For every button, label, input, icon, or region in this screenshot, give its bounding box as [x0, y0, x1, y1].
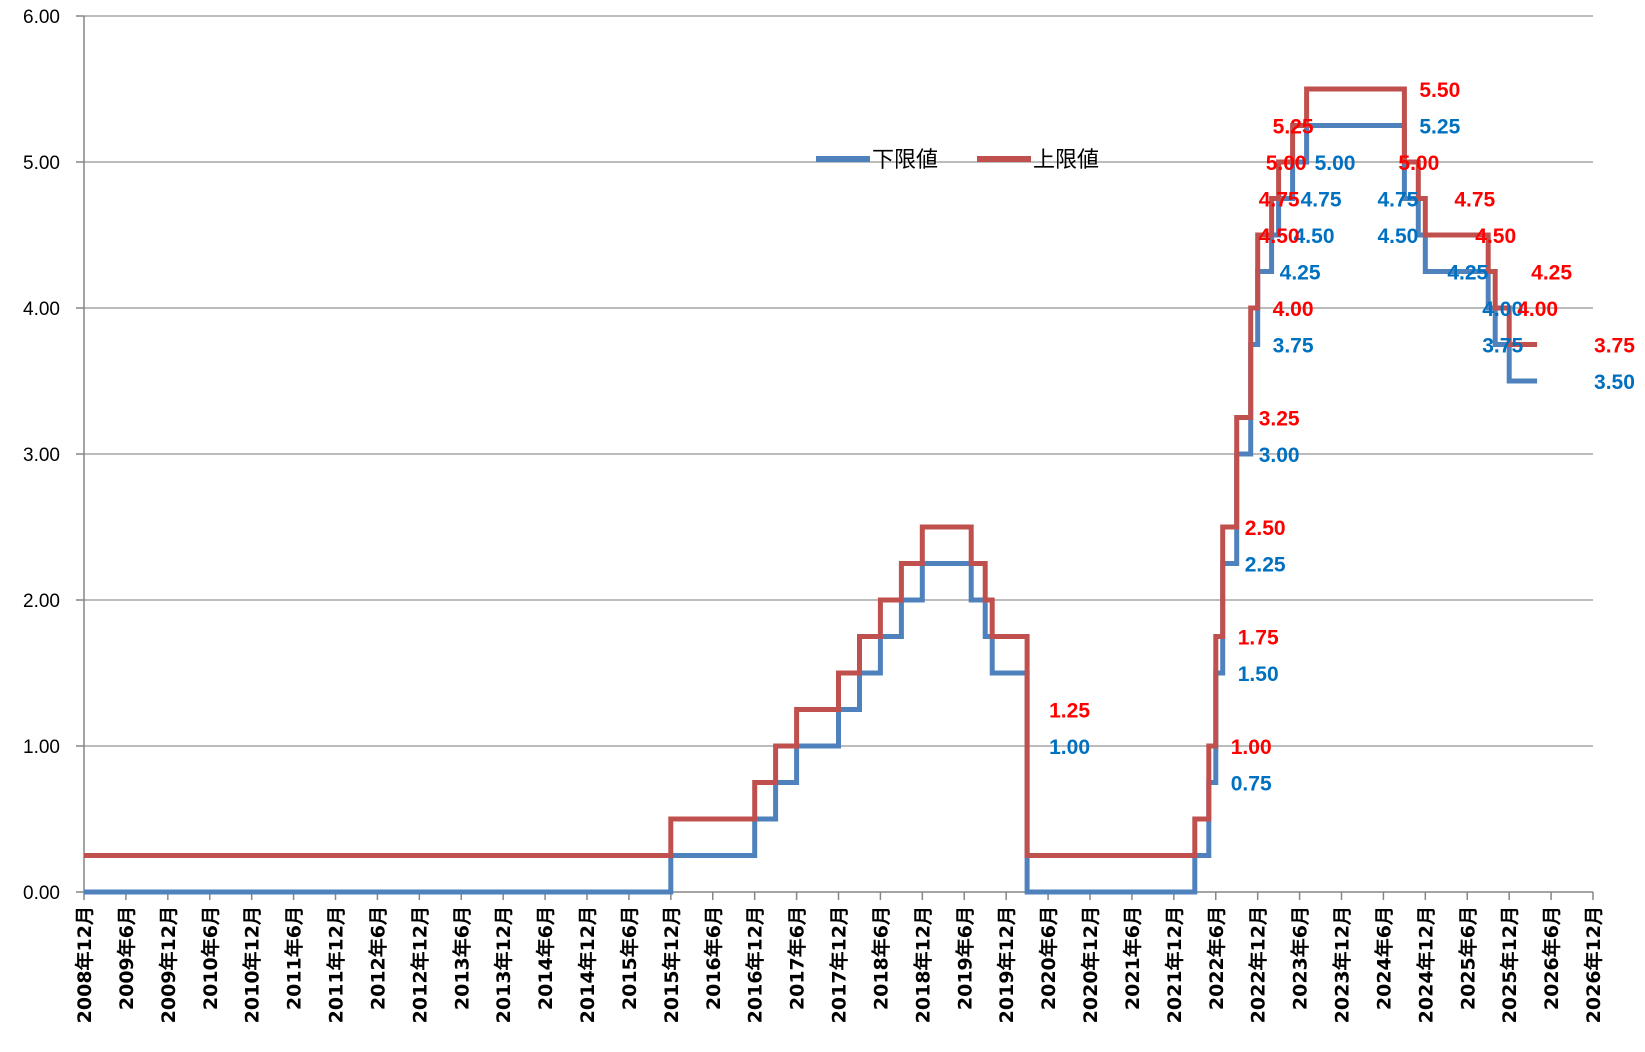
- x-tick-label: 2024年6月: [1372, 906, 1395, 1010]
- x-tick-label: 2017年6月: [786, 906, 809, 1010]
- x-tick-label: 2025年6月: [1456, 906, 1479, 1010]
- legend: 下限値 上限値: [816, 148, 1099, 173]
- x-tick-label: 2023年6月: [1289, 906, 1312, 1010]
- x-tick-label: 2009年6月: [115, 906, 138, 1010]
- x-tick-label: 2017年12月: [828, 906, 851, 1023]
- data-label-upper: 4.50: [1259, 225, 1300, 248]
- data-label-lower: 3.00: [1259, 444, 1300, 467]
- data-label-upper: 1.00: [1231, 736, 1272, 759]
- x-tick-label: 2013年6月: [450, 906, 473, 1010]
- data-label-upper: 3.75: [1594, 335, 1635, 358]
- x-tick-label: 2012年12月: [408, 906, 431, 1023]
- x-tick-label: 2022年6月: [1205, 906, 1228, 1010]
- y-tick-label: 5.00: [23, 153, 60, 174]
- x-tick-label: 2026年6月: [1540, 906, 1563, 1010]
- axes: 0.00 1.00 2.00 3.00 4.00 5.00 6.00 2008年12月 2009…: [23, 7, 1605, 1023]
- data-label-upper: 4.00: [1517, 298, 1558, 321]
- x-tick-label: 2011年6月: [283, 906, 306, 1010]
- data-label-lower: 5.25: [1419, 116, 1460, 139]
- y-tick-label: 3.00: [23, 445, 60, 466]
- x-tick-label: 2010年12月: [241, 906, 264, 1023]
- data-label-lower: 3.75: [1273, 335, 1314, 358]
- data-label-lower: 4.50: [1377, 225, 1418, 248]
- x-tick-label: 2018年12月: [911, 906, 934, 1023]
- x-tick-label: 2012年6月: [366, 906, 389, 1010]
- data-label-lower: 4.00: [1482, 298, 1523, 321]
- x-tick-label: 2009年12月: [157, 906, 180, 1023]
- data-label-lower: 0.75: [1231, 773, 1272, 796]
- x-tick-label: 2019年6月: [953, 906, 976, 1010]
- y-tick-label: 1.00: [23, 737, 60, 758]
- x-tick-label: 2026年12月: [1582, 906, 1605, 1023]
- x-tick-label: 2021年12月: [1163, 906, 1186, 1023]
- data-label-lower: 1.50: [1238, 663, 1279, 686]
- data-label-lower: 2.25: [1245, 554, 1286, 577]
- series-lines: [84, 86, 1538, 895]
- x-tick-label: 2019年12月: [995, 906, 1018, 1023]
- x-tick-label: 2008年12月: [73, 906, 96, 1023]
- data-label-lower: 1.00: [1049, 736, 1090, 759]
- x-tick-label: 2011年12月: [325, 906, 348, 1023]
- data-label-lower: 4.75: [1301, 189, 1342, 212]
- data-label-lower: 4.50: [1294, 225, 1335, 248]
- data-label-lower: 4.25: [1447, 262, 1488, 285]
- x-tick-label: 2015年12月: [660, 906, 683, 1023]
- x-tick-label: 2024年12月: [1414, 906, 1437, 1023]
- legend-label-upper: 上限値: [1033, 148, 1099, 173]
- data-label-upper: 4.00: [1273, 298, 1314, 321]
- x-tick-label: 2014年12月: [576, 906, 599, 1023]
- data-label-upper: 3.25: [1259, 408, 1300, 431]
- x-tick-label: 2018年6月: [869, 906, 892, 1010]
- legend-label-lower: 下限値: [872, 148, 938, 173]
- x-tick-label: 2025年12月: [1498, 906, 1521, 1023]
- x-tick-label: 2020年12月: [1079, 906, 1102, 1023]
- data-label-upper: 4.75: [1454, 189, 1495, 212]
- data-label-lower: 3.50: [1594, 371, 1635, 394]
- data-label-lower: 5.00: [1315, 152, 1356, 175]
- data-label-upper: 1.75: [1238, 627, 1279, 650]
- x-tick-label: 2016年12月: [744, 906, 767, 1023]
- x-tick-label: 2016年6月: [702, 906, 725, 1010]
- x-tick-label: 2022年12月: [1247, 906, 1270, 1023]
- x-tick-label: 2015年6月: [618, 906, 641, 1010]
- data-label-upper: 4.75: [1259, 189, 1300, 212]
- x-tick-label: 2021年6月: [1121, 906, 1144, 1010]
- y-tick-label: 4.00: [23, 299, 60, 320]
- data-label-upper: 5.50: [1419, 79, 1460, 102]
- y-tick-label: 2.00: [23, 591, 60, 612]
- series-line-upper: [84, 86, 1538, 858]
- x-tick-label: 2010年6月: [199, 906, 222, 1010]
- data-label-upper: 1.25: [1049, 700, 1090, 723]
- x-tick-label: 2020年6月: [1037, 906, 1060, 1010]
- data-label-lower: 3.75: [1482, 335, 1523, 358]
- x-tick-label: 2014年6月: [534, 906, 557, 1010]
- x-tick-label: 2013年12月: [492, 906, 515, 1023]
- data-label-lower: 4.75: [1377, 189, 1418, 212]
- y-tick-label: 6.00: [23, 7, 60, 28]
- data-label-upper: 5.00: [1398, 152, 1439, 175]
- y-tick-label: 0.00: [23, 883, 60, 904]
- data-label-upper: 5.00: [1266, 152, 1307, 175]
- data-label-upper: 4.25: [1531, 262, 1572, 285]
- data-labels: 1.000.751.502.253.003.754.254.504.755.00…: [1049, 79, 1635, 796]
- data-label-upper: 4.50: [1475, 225, 1516, 248]
- data-label-upper: 5.25: [1273, 116, 1314, 139]
- data-label-upper: 2.50: [1245, 517, 1286, 540]
- data-label-lower: 4.25: [1280, 262, 1321, 285]
- x-tick-label: 2023年12月: [1331, 906, 1354, 1023]
